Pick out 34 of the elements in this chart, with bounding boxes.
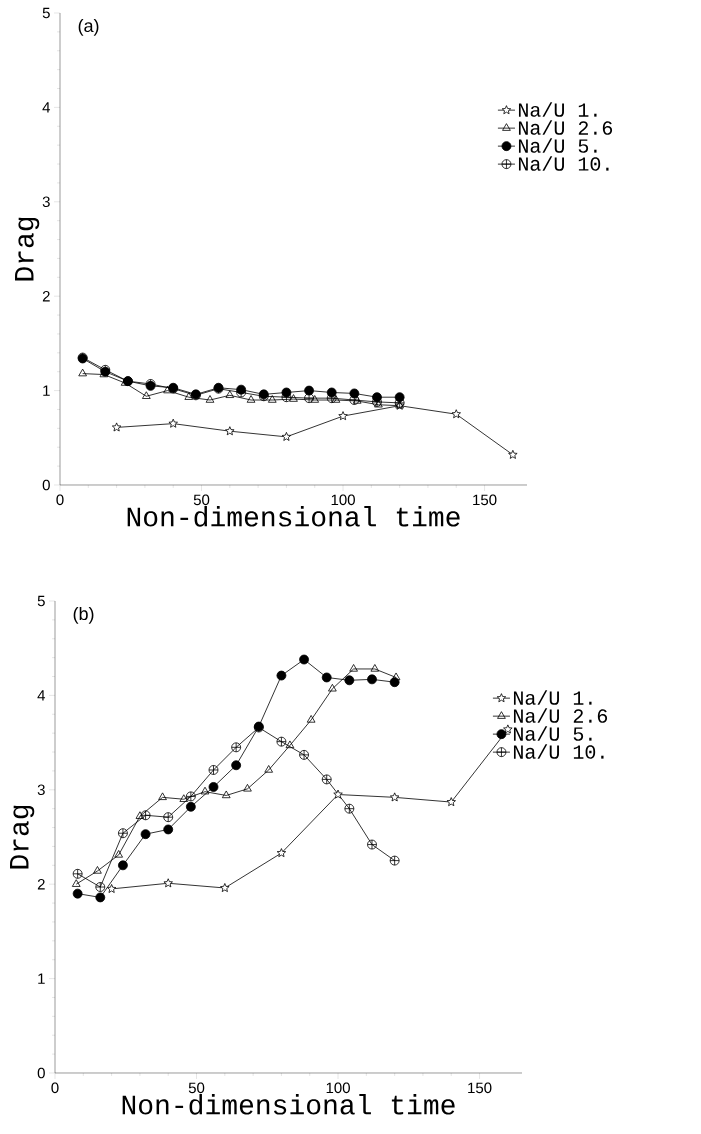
y-tick-label: 3 [37,784,45,796]
y-tick-label: 0 [42,479,50,491]
y-tick-label: 1 [43,385,50,396]
x-tick-label: 100 [331,494,355,506]
legend-label: Na/U 5. [513,726,592,741]
x-tick-label: 50 [188,1082,205,1094]
y-axis-title: Drag [15,217,40,281]
y-tick-label: 0 [37,1067,45,1079]
y-tick-label: 3 [42,196,50,208]
legend-label: Na/U 5. [518,138,597,153]
y-tick-label: 5 [42,7,50,19]
y-tick-label: 4 [37,690,46,701]
legend-label: Na/U 1. [513,690,592,705]
legend-label: Na/U 1. [518,102,597,117]
y-tick-label: 2 [42,290,50,302]
x-axis-title: Non-dimensional time [122,1094,455,1115]
legend-label: Na/U 10. [518,156,609,171]
annotation: (a) [78,18,99,36]
y-tick-label: 2 [37,878,45,890]
x-tick-label: 50 [193,494,210,506]
x-tick-label: 100 [326,1082,350,1094]
x-tick-label: 0 [51,1082,59,1094]
x-tick-label: 150 [473,494,497,506]
x-axis-title: Non-dimensional time [127,506,460,527]
legend-label: Na/U 2.6 [513,708,608,723]
legend-label: Na/U 2.6 [518,120,613,135]
annotation: (b) [73,606,94,624]
y-tick-label: 5 [37,595,45,607]
y-axis-title: Drag [10,805,35,869]
y-tick-label: 1 [38,973,45,984]
y-tick-label: 4 [42,102,51,113]
legend-label: Na/U 10. [513,744,604,759]
x-tick-label: 0 [56,494,64,506]
x-tick-label: 150 [468,1082,492,1094]
